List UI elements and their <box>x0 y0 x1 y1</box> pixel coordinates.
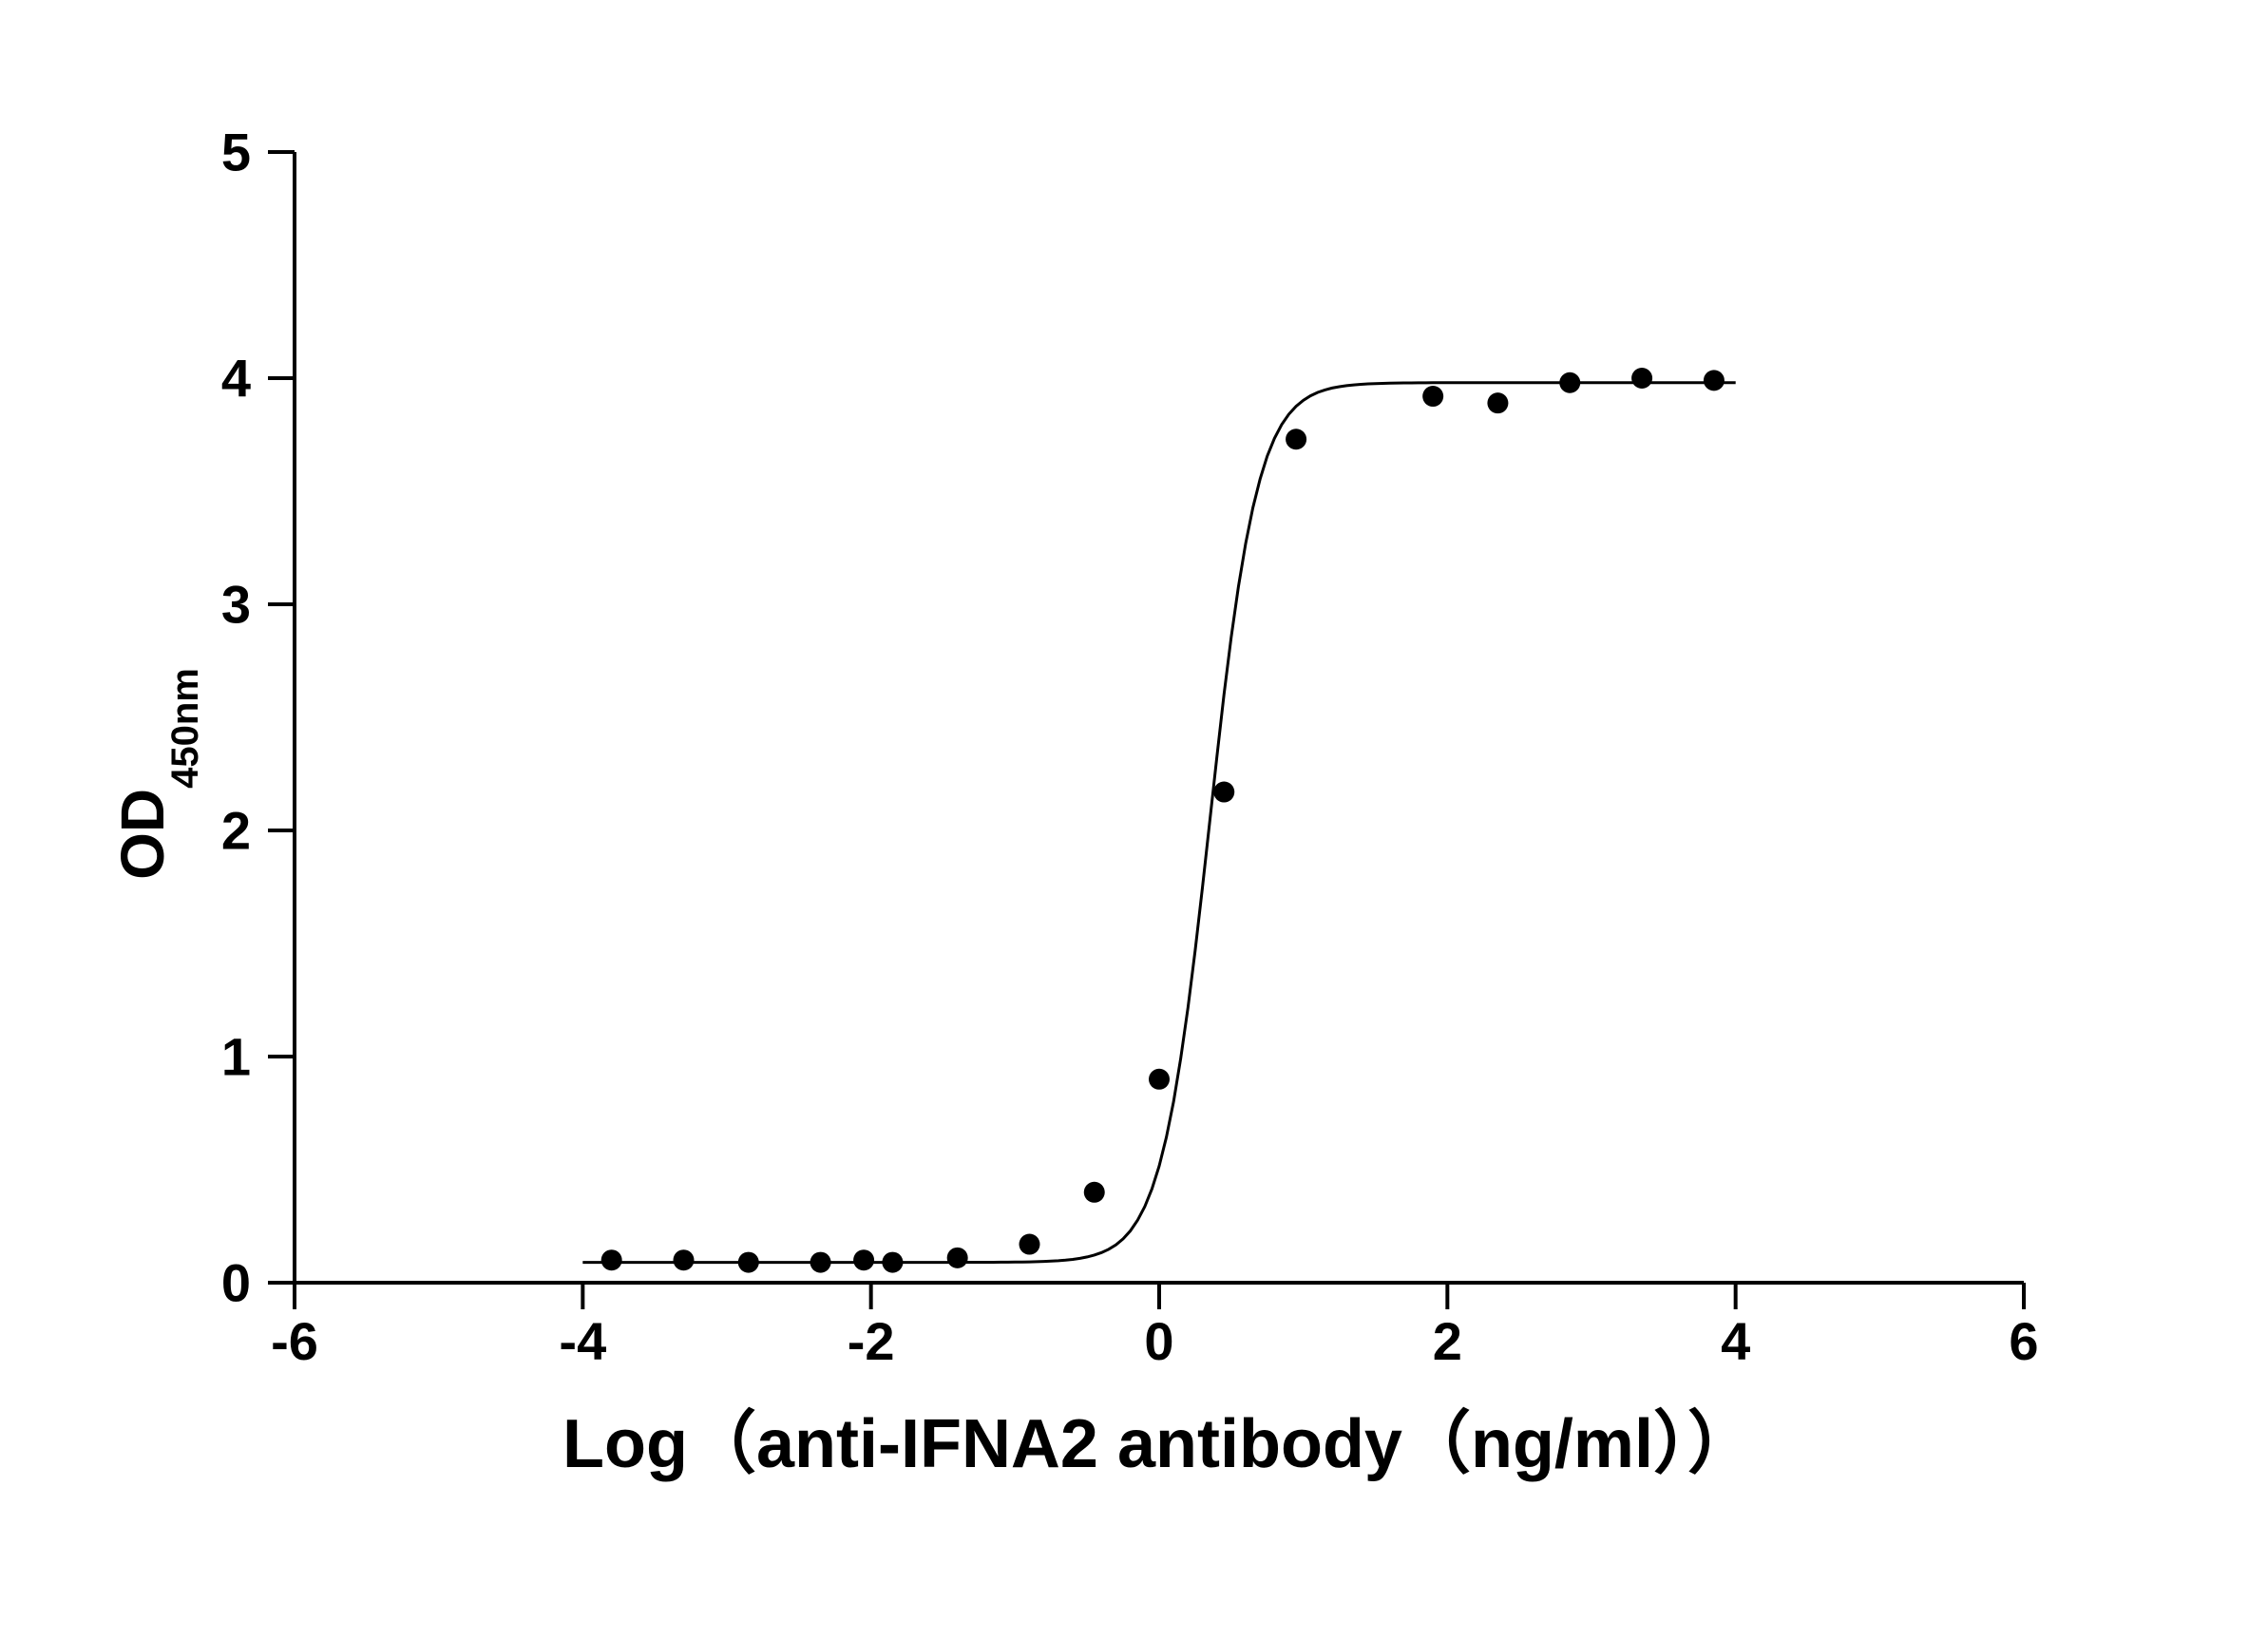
data-point <box>738 1252 759 1273</box>
x-tick-label: 4 <box>1721 1311 1750 1371</box>
x-tick-label: -6 <box>271 1311 318 1371</box>
y-tick-label: 4 <box>221 349 251 409</box>
data-point <box>810 1252 831 1273</box>
data-point <box>1286 429 1306 449</box>
y-axis-title-main: OD <box>108 789 177 880</box>
x-tick-label: 2 <box>1433 1311 1462 1371</box>
chart-background <box>0 0 2268 1639</box>
data-point <box>1704 370 1725 391</box>
y-tick-label: 2 <box>221 801 251 861</box>
dose-response-chart: -6 -4 -2 0 2 4 6 0 1 2 3 4 5 OD450nm Log（anti-IFNA2 an… <box>0 0 2268 1639</box>
data-point <box>1020 1234 1040 1255</box>
data-point <box>1084 1182 1105 1203</box>
y-tick-label: 3 <box>221 575 251 635</box>
chart-container: -6 -4 -2 0 2 4 6 0 1 2 3 4 5 OD450nm Log（anti-IFNA2 an… <box>0 0 2268 1639</box>
y-tick-label: 5 <box>221 123 251 182</box>
data-point <box>1559 372 1580 393</box>
y-tick-label: 0 <box>221 1253 251 1313</box>
data-point <box>882 1252 903 1273</box>
data-point <box>1422 386 1443 407</box>
data-point <box>947 1248 968 1268</box>
data-point <box>1487 392 1508 413</box>
x-tick-label: -2 <box>848 1311 895 1371</box>
y-axis-title-subscript: 450nm <box>164 668 206 789</box>
x-tick-label: 0 <box>1144 1311 1173 1371</box>
y-tick-label: 1 <box>221 1027 251 1087</box>
data-point <box>1149 1069 1170 1090</box>
data-point <box>1631 368 1652 389</box>
data-point <box>853 1249 874 1270</box>
data-point <box>601 1249 622 1270</box>
x-tick-label: -4 <box>559 1311 606 1371</box>
data-point <box>674 1249 695 1270</box>
x-tick-label: 6 <box>2009 1311 2038 1371</box>
x-axis-title: Log（anti-IFNA2 antibody（ng/ml）） <box>562 1406 1756 1482</box>
data-point <box>1213 782 1234 803</box>
